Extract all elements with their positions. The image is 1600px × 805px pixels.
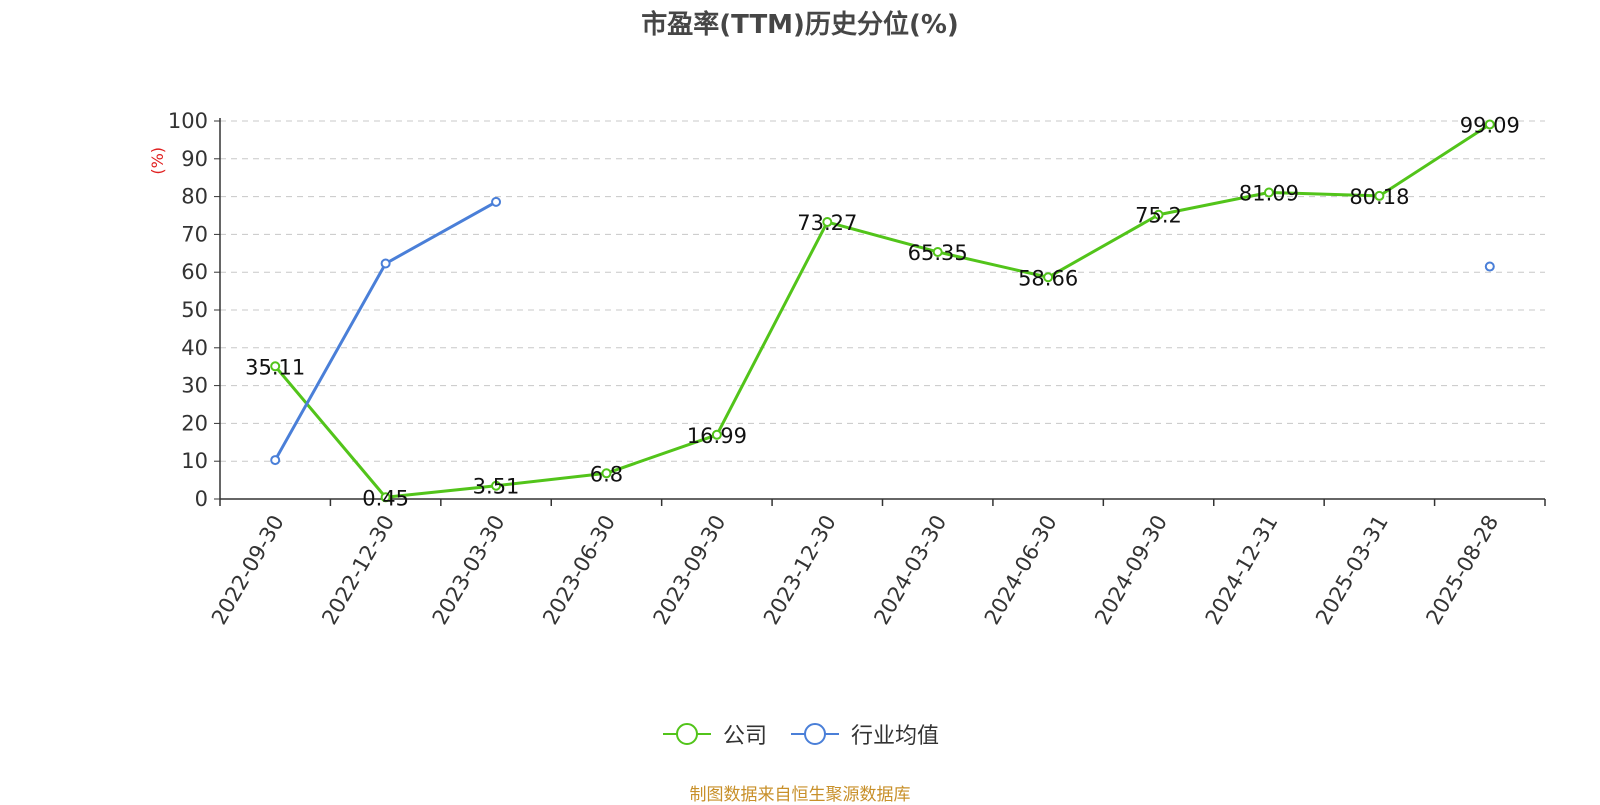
- series-point-1: [380, 258, 391, 269]
- y-tick-label: 10: [181, 449, 208, 473]
- x-tick-label: 2023-03-30: [428, 511, 510, 629]
- series-point-0: [822, 217, 833, 228]
- y-tick-label: 60: [181, 260, 208, 284]
- series-point-0: [1043, 272, 1054, 283]
- data-label: 58.66: [1018, 266, 1078, 290]
- legend-line-marker-icon: [662, 723, 711, 745]
- series-line-0: [274, 123, 1491, 499]
- x-tick-label: 2022-12-30: [317, 511, 399, 629]
- series-point-0: [270, 361, 281, 372]
- series-point-0: [1153, 209, 1164, 220]
- data-label: 6.8: [590, 462, 623, 486]
- y-tick-label: 30: [181, 374, 208, 398]
- legend-label: 行业均值: [851, 724, 940, 749]
- data-labels: 35.11 0.45 3.51 6.8 16.99 73.27 65.35 58.66 75.2…: [245, 113, 1520, 510]
- data-label: 73.27: [797, 211, 857, 235]
- series-point-0: [1374, 190, 1385, 201]
- data-label: 0.45: [362, 486, 409, 510]
- data-label: 65.35: [908, 241, 968, 265]
- series-lines: [270, 119, 1495, 503]
- x-tick-label: 2024-06-30: [980, 511, 1062, 629]
- data-label: 35.11: [245, 355, 305, 379]
- legend-item[interactable]: 公司: [661, 718, 767, 750]
- legend-label: 公司: [722, 724, 767, 749]
- series-point-0: [491, 480, 502, 491]
- x-tick-label: 2025-08-28: [1421, 511, 1503, 629]
- y-tick-label: 70: [181, 222, 208, 246]
- series-point-1: [491, 196, 502, 207]
- y-tick-label: 50: [181, 298, 208, 322]
- legend-item[interactable]: 行业均值: [789, 718, 939, 750]
- data-label: 16.99: [687, 424, 747, 448]
- data-label: 81.09: [1239, 181, 1299, 205]
- series-point-0: [1263, 187, 1274, 198]
- legend: 公司 行业均值: [0, 718, 1600, 750]
- y-tick-label: 40: [181, 336, 208, 360]
- x-tick-label: 2023-12-30: [759, 511, 841, 629]
- series-point-0: [601, 468, 612, 479]
- series-point-1: [270, 455, 281, 466]
- legend-line-marker-icon: [791, 723, 839, 745]
- x-tick-label: 2023-09-30: [649, 511, 731, 629]
- x-tick-label: 2023-06-30: [538, 511, 620, 629]
- y-tick-label: 80: [181, 185, 208, 209]
- source-note: 制图数据来自恒生聚源数据库: [689, 785, 911, 805]
- y-tick-label: 0: [195, 487, 208, 511]
- y-tick-label: 20: [181, 411, 208, 435]
- series-point-1: [1484, 261, 1495, 272]
- data-label: 3.51: [473, 475, 520, 499]
- series-point-0: [380, 492, 391, 503]
- data-label: 80.18: [1349, 185, 1409, 209]
- x-tick-label: 2022-09-30: [207, 511, 289, 629]
- series-line-1: [273, 200, 497, 461]
- chart-title: 市盈率(TTM)历史分位(%): [641, 10, 959, 40]
- x-tick-label: 2024-12-31: [1201, 511, 1283, 629]
- y-tick-label: 100: [168, 109, 208, 133]
- x-tick-label: 2025-03-31: [1311, 511, 1393, 629]
- x-tick-label: 2024-09-30: [1090, 511, 1172, 629]
- data-label: 99.09: [1460, 113, 1520, 137]
- x-tick-label: 2024-03-30: [869, 511, 951, 629]
- y-tick-label: 90: [181, 147, 208, 171]
- axes: 0 10 20 30 40 50 60 70 80 90 100(%) 2022-09-30 2022-…: [148, 109, 1546, 629]
- gridlines: [220, 120, 1545, 462]
- y-axis-label: (%): [148, 147, 167, 175]
- series-point-0: [932, 246, 943, 257]
- series-point-0: [711, 429, 722, 440]
- series-point-0: [1484, 119, 1495, 130]
- data-label: 75.2: [1135, 204, 1182, 228]
